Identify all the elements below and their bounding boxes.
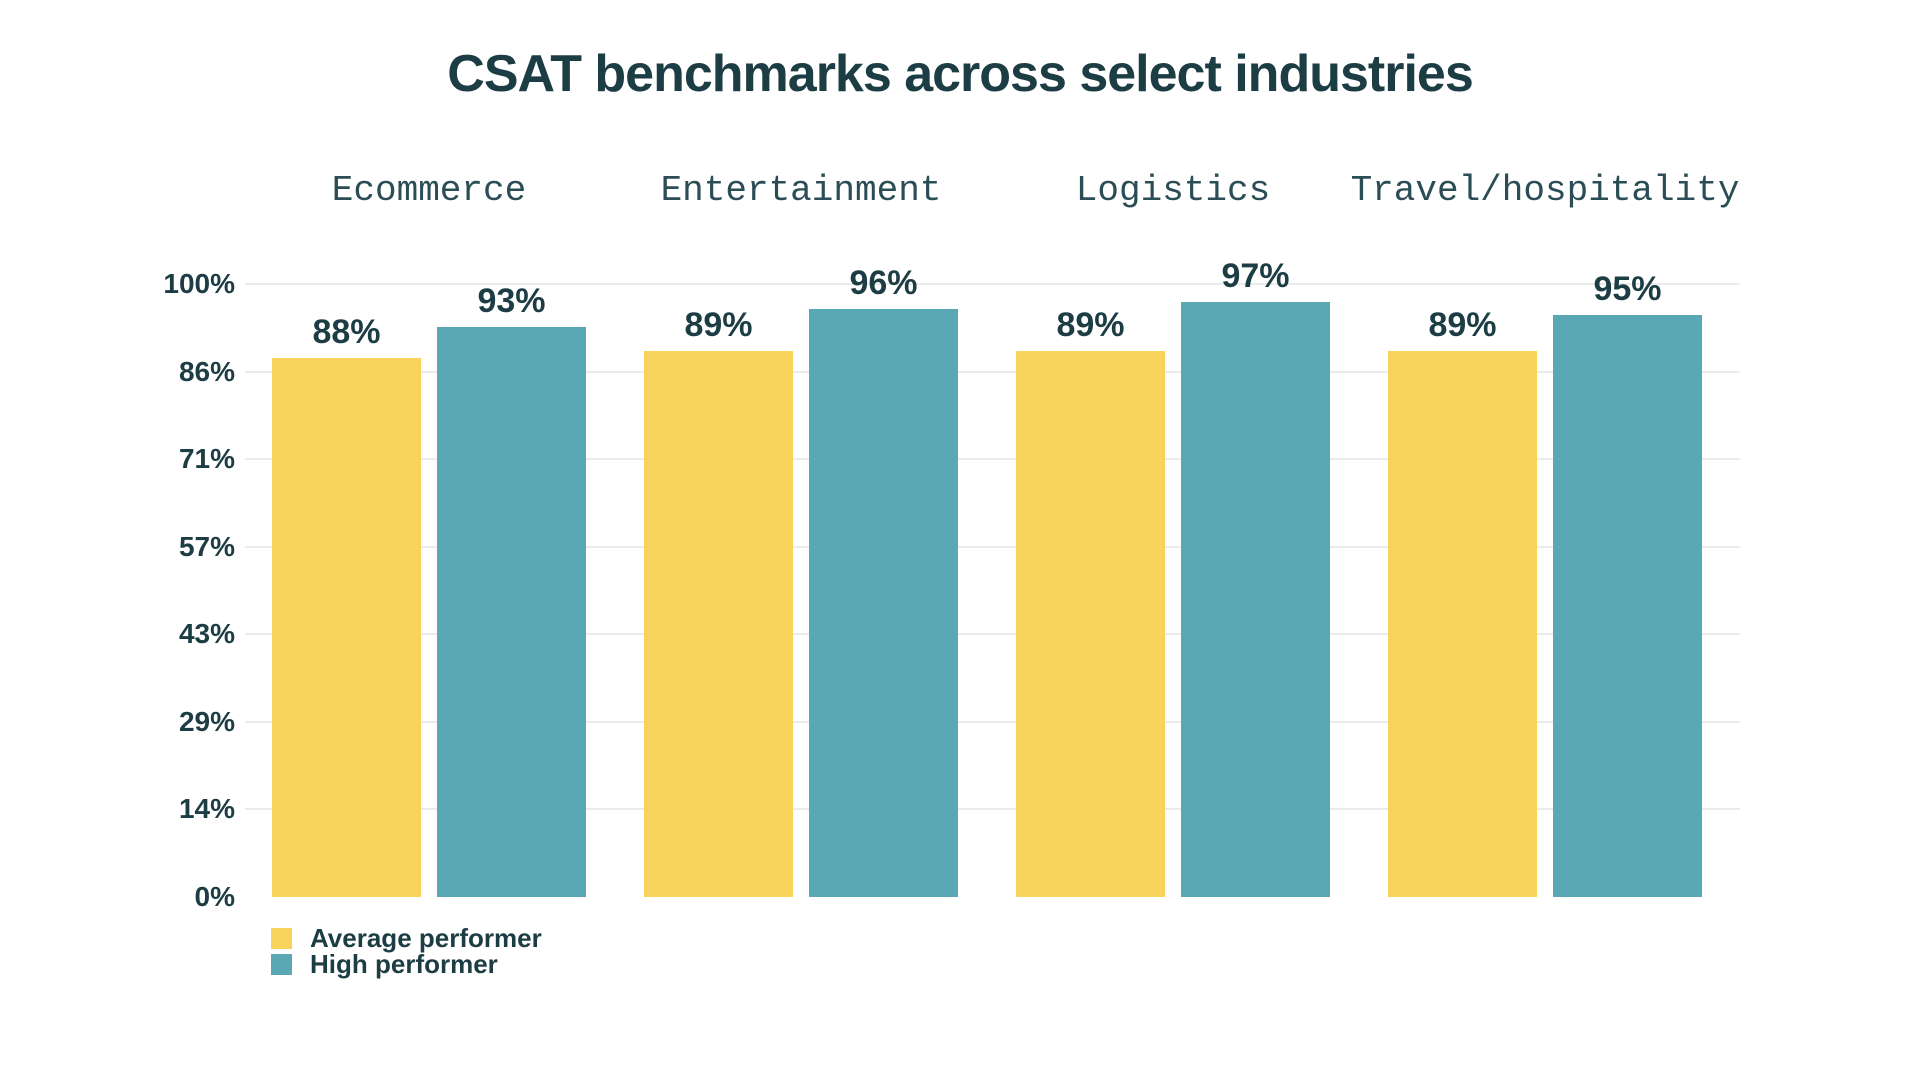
bar-average-performer [272,357,421,897]
bar-value-label: 95% [1593,269,1662,308]
chart-title: CSAT benchmarks across select industries [447,45,1473,103]
category-label: Logistics [1075,170,1271,211]
y-axis-tick-label: 57% [178,530,235,562]
bar-value-label: 89% [684,306,753,345]
bar-average-performer [1016,351,1165,897]
legend-label-average-performer: Average performer [310,923,542,953]
y-axis-tick-label: 86% [178,355,235,387]
gridline [245,808,1740,811]
y-axis-tick-label: 0% [194,881,235,912]
gridline [245,458,1740,461]
bar-high-performer [1181,302,1330,897]
category-label: Ecommerce [331,170,527,211]
gridline [245,370,1740,373]
bar-value-label: 89% [1056,306,1125,345]
bar-high-performer [809,308,958,897]
bar-value-label: 88% [312,312,381,351]
bar-average-performer [644,351,793,897]
gridline [245,720,1740,723]
bar-value-label: 97% [1221,257,1290,296]
gridline [245,283,1740,285]
gridline [245,545,1740,548]
bar-value-label: 89% [1428,306,1497,345]
y-axis-tick-label: 29% [178,705,235,737]
legend-item-high-performer: High performer [271,951,542,977]
y-axis-tick-label: 100% [163,268,235,299]
legend-swatch-average-performer [271,927,292,949]
legend-swatch-high-performer [271,953,292,975]
bar-value-label: 93% [477,281,546,320]
y-axis-tick-label: 71% [178,443,235,475]
category-label: Travel/hospitality [1350,170,1740,211]
bar-value-label: 96% [849,263,918,302]
bar-high-performer [1553,314,1702,897]
y-axis-tick-label: 43% [178,618,235,650]
legend: Average performer High performer [271,925,542,977]
y-axis-tick-label: 14% [178,793,235,825]
bar-average-performer [1388,351,1537,897]
legend-label-high-performer: High performer [310,949,498,979]
gridline [245,633,1740,636]
legend-item-average-performer: Average performer [271,925,542,951]
bar-high-performer [437,326,586,897]
category-label: Entertainment [660,170,942,211]
